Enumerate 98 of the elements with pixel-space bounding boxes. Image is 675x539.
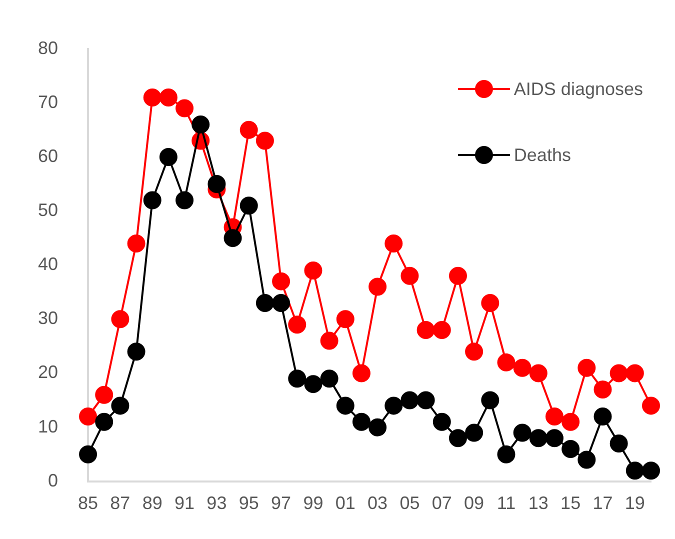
point <box>304 375 322 394</box>
point <box>513 358 532 377</box>
point <box>400 266 419 285</box>
point <box>432 320 451 339</box>
point <box>578 450 596 469</box>
point <box>320 332 338 350</box>
point <box>448 266 467 285</box>
point <box>497 445 516 464</box>
point <box>416 391 435 410</box>
x-tick-label: 17 <box>592 493 613 514</box>
point <box>176 191 194 210</box>
point <box>336 310 354 328</box>
x-tick-label: 93 <box>206 493 227 514</box>
x-tick-label: 91 <box>174 493 195 514</box>
legend-label: AIDS diagnoses <box>514 78 643 100</box>
y-tick-label: 50 <box>38 200 58 220</box>
point <box>192 116 210 134</box>
point <box>610 364 628 382</box>
point <box>336 396 354 415</box>
y-tick-label: 30 <box>38 308 58 328</box>
point <box>143 88 162 106</box>
point <box>143 191 162 210</box>
point <box>352 364 370 382</box>
point <box>111 396 130 415</box>
point <box>416 320 435 339</box>
point <box>111 310 130 328</box>
point <box>288 316 306 334</box>
x-tick-label: 09 <box>464 493 484 514</box>
point <box>304 262 322 280</box>
y-tick-label: 60 <box>38 146 58 166</box>
y-tick-label: 10 <box>38 416 58 436</box>
point <box>127 234 146 252</box>
x-tick-label: 19 <box>624 493 645 514</box>
point <box>352 412 370 431</box>
x-tick-label: 05 <box>400 493 420 514</box>
point <box>642 396 660 415</box>
point <box>159 88 178 106</box>
point <box>127 342 146 361</box>
x-tick-label: 85 <box>78 493 98 514</box>
point <box>272 294 290 312</box>
point <box>481 294 500 312</box>
x-tick-label: 95 <box>238 493 259 514</box>
point <box>95 386 114 404</box>
point <box>272 272 290 290</box>
point <box>513 424 532 442</box>
point <box>465 342 484 361</box>
x-tick-label: 99 <box>303 493 324 514</box>
point <box>288 370 306 388</box>
point <box>545 429 564 448</box>
x-tick-label: 89 <box>142 493 162 514</box>
x-tick-label: 11 <box>496 493 516 514</box>
y-tick-label: 0 <box>48 470 58 490</box>
point <box>626 462 644 480</box>
point <box>256 132 274 150</box>
point <box>465 424 484 442</box>
point <box>240 120 258 139</box>
point <box>79 408 98 426</box>
x-tick-label: 07 <box>432 493 452 514</box>
point <box>79 445 98 464</box>
point <box>400 391 419 410</box>
point <box>562 412 580 431</box>
point <box>481 391 500 410</box>
x-tick-label: 03 <box>368 493 388 514</box>
x-tick-label: 97 <box>271 493 292 514</box>
point <box>594 408 612 426</box>
point <box>368 418 387 436</box>
point <box>642 462 660 480</box>
point <box>610 434 628 453</box>
point <box>529 429 548 448</box>
point <box>224 229 242 248</box>
point <box>240 196 258 215</box>
point <box>448 429 467 448</box>
point <box>562 440 580 458</box>
y-tick-label: 70 <box>38 92 58 112</box>
y-tick-label: 20 <box>38 362 58 382</box>
x-tick-label: 15 <box>560 493 581 514</box>
point <box>497 353 516 372</box>
point <box>545 408 564 426</box>
point <box>529 364 548 382</box>
x-tick-label: 13 <box>528 493 548 514</box>
point <box>368 278 387 296</box>
y-tick-label: 80 <box>38 38 58 58</box>
point <box>320 370 338 388</box>
x-tick-label: 87 <box>110 493 130 514</box>
x-tick-label: 01 <box>335 493 356 514</box>
point <box>384 396 403 415</box>
point <box>176 99 194 118</box>
y-tick-label: 40 <box>38 254 58 274</box>
point <box>594 380 612 398</box>
legend-label: Deaths <box>514 144 571 166</box>
point <box>208 174 226 193</box>
point <box>626 364 644 382</box>
point <box>95 412 114 431</box>
point <box>578 358 596 377</box>
point <box>159 148 178 166</box>
point <box>432 412 451 431</box>
point <box>256 294 274 312</box>
point <box>384 234 403 252</box>
